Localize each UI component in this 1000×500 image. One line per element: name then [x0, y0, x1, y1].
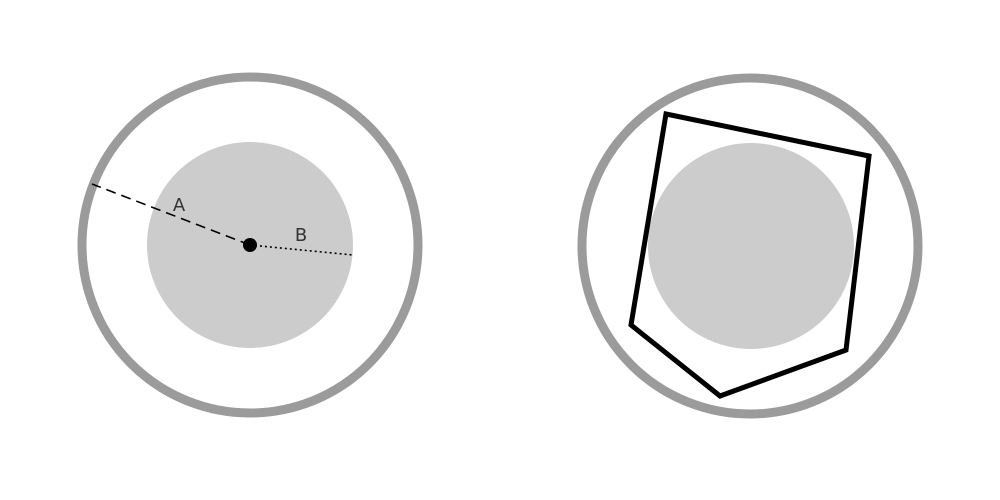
pentagon-outline	[628, 111, 872, 399]
right-outer-circle	[577, 73, 923, 419]
right-figure	[577, 73, 923, 419]
label-b: B	[295, 225, 307, 246]
label-a: A	[173, 195, 186, 216]
left-outer-circle	[77, 72, 423, 418]
left-figure: A B	[77, 72, 423, 418]
radius-a-dashed-line	[91, 183, 251, 246]
center-point	[243, 238, 257, 252]
right-inner-disk	[648, 143, 854, 349]
radius-b-dotted-line	[249, 244, 354, 256]
